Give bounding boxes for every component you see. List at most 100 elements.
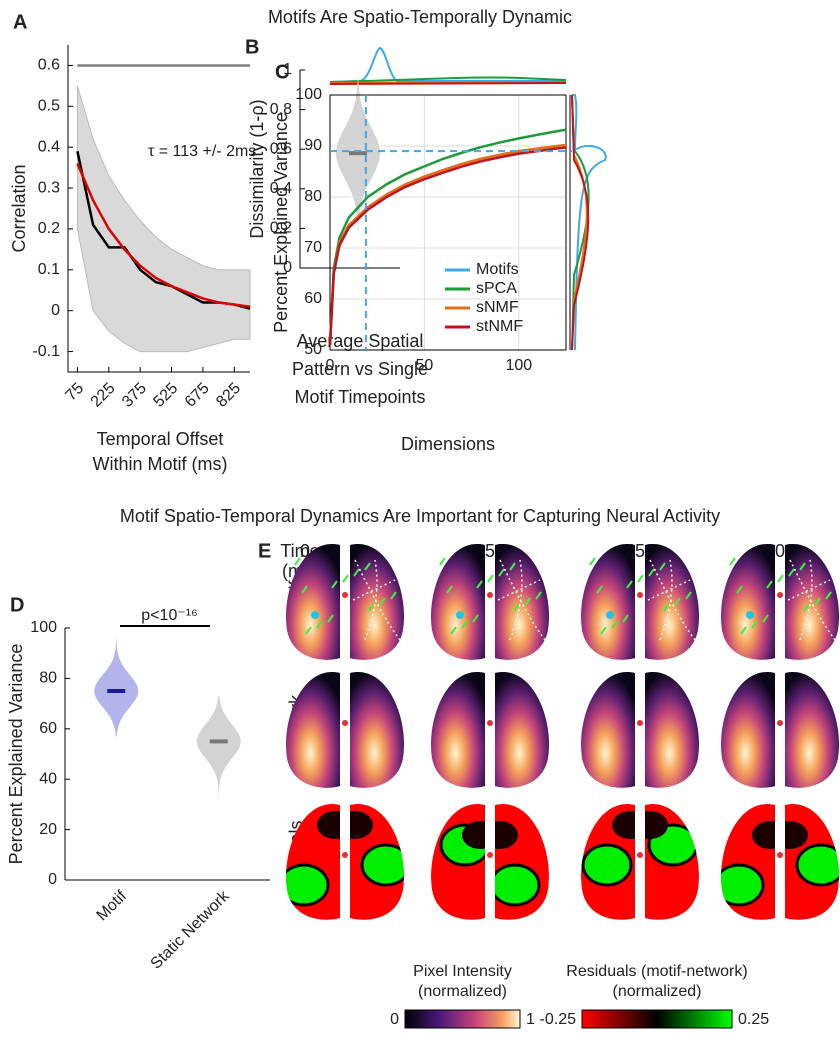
flow-arrow: [472, 614, 479, 623]
brain-map: [350, 544, 404, 660]
y-tick-label: 0.2: [38, 220, 60, 237]
y-tick-label: 0.5: [38, 98, 60, 115]
y-axis-label: Dissimilarity (1-ρ): [247, 99, 267, 238]
residual-blob: [785, 821, 808, 849]
y-tick-label: 80: [39, 670, 57, 687]
flow-arrow: [487, 574, 494, 583]
residual-map: [495, 804, 549, 920]
panel-letter: C: [275, 61, 289, 83]
midline-marker: [487, 592, 493, 598]
x-tick-label: 825: [213, 380, 244, 411]
colorbar-title: Pixel Intensity: [413, 963, 512, 980]
y-axis-label: Percent Explained Variance: [271, 112, 291, 333]
flow-arrow: [736, 585, 743, 594]
brain-map: [286, 544, 340, 660]
y-tick-label: 40: [39, 770, 57, 787]
flow-arrow: [294, 557, 301, 566]
colorbar: [404, 1009, 521, 1029]
flow-arrow: [301, 585, 308, 594]
flow-arrow: [611, 620, 618, 629]
x-tick-label: 50: [416, 357, 434, 374]
flow-arrow: [353, 568, 360, 577]
median-bar: [349, 151, 367, 156]
y-tick-label: 100: [295, 86, 322, 103]
parcel-outline: [787, 559, 836, 641]
y-tick-label: 0.8: [270, 101, 292, 118]
x-tick-label: Static Network: [148, 887, 234, 973]
annotation: p<10⁻¹⁶: [141, 607, 197, 624]
residual-blob: [462, 821, 485, 849]
midline-marker: [637, 720, 643, 726]
flow-arrow: [498, 568, 505, 577]
parcel-outline: [647, 559, 696, 641]
residual-blob: [612, 811, 635, 839]
residual-map: [431, 804, 485, 920]
residual-map: [721, 804, 775, 920]
x-tick-label: Motif: [94, 887, 131, 924]
flow-arrow: [803, 603, 810, 612]
midline-marker: [637, 592, 643, 598]
median-bar: [107, 689, 126, 693]
midline-marker: [342, 852, 348, 858]
brain-map: [431, 544, 485, 660]
x-axis-label: Pattern vs Single: [292, 359, 428, 379]
flow-arrow: [663, 603, 670, 612]
flow-arrow: [622, 614, 629, 623]
legend-label: stNMF: [476, 318, 523, 335]
flow-arrow: [637, 574, 644, 583]
residual-blob: [495, 821, 518, 849]
marginal-density: [329, 46, 607, 351]
figure-title: Motifs Are Spatio-Temporally Dynamic: [268, 7, 572, 27]
flow-arrow: [476, 580, 483, 589]
x-tick-label: 525: [150, 380, 181, 411]
series-line: [76, 163, 251, 308]
parcel-outline: [352, 559, 401, 641]
brain-map: [645, 672, 699, 788]
y-tick-label: 70: [304, 239, 322, 256]
violin: [196, 696, 241, 797]
series-line: [328, 146, 567, 345]
parcel-outline: [497, 559, 546, 641]
residual-blob: [495, 863, 541, 907]
flow-arrow: [305, 626, 312, 635]
panel-letter: D: [10, 594, 24, 616]
midline-marker: [487, 720, 493, 726]
panel-letter: E: [258, 540, 271, 562]
residual-map: [350, 804, 404, 920]
x-tick-label: 225: [88, 380, 119, 411]
x-axis-label: Temporal Offset: [97, 429, 224, 449]
residual-blob: [645, 811, 668, 839]
x-tick-label: 75: [63, 380, 88, 405]
colorbar-max: 0.25: [738, 1011, 769, 1028]
residual-blob: [721, 863, 765, 907]
residual-blob: [317, 811, 340, 839]
source-dot: [746, 611, 754, 619]
y-tick-label: 60: [304, 290, 322, 307]
flow-arrow: [331, 580, 338, 589]
flow-arrow: [342, 574, 349, 583]
flow-arrow: [596, 585, 603, 594]
flow-arrow: [659, 562, 666, 571]
flow-arrow: [368, 603, 375, 612]
time-value: 0: [300, 541, 310, 561]
x-axis-label: Dimensions: [401, 434, 495, 454]
figure-title: Motif Spatio-Temporal Dynamics Are Impor…: [120, 506, 720, 526]
annotation: τ = 113 +/- 2ms: [148, 143, 256, 160]
flow-arrow: [799, 562, 806, 571]
flow-arrow: [461, 620, 468, 629]
flow-arrow: [648, 568, 655, 577]
y-tick-label: 20: [39, 821, 57, 838]
x-tick-label: 675: [182, 380, 213, 411]
flow-arrow: [685, 591, 692, 600]
midline-marker: [342, 720, 348, 726]
midline-marker: [777, 720, 783, 726]
flow-arrow: [777, 574, 784, 583]
y-axis-label: Percent Explained Variance: [6, 644, 26, 865]
flow-arrow: [788, 568, 795, 577]
brain-map: [785, 544, 839, 660]
y-tick-label: 0.4: [270, 180, 292, 197]
brain-map: [495, 672, 549, 788]
residual-blob: [350, 811, 373, 839]
brain-map: [785, 672, 839, 788]
y-tick-label: 0.6: [38, 57, 60, 74]
